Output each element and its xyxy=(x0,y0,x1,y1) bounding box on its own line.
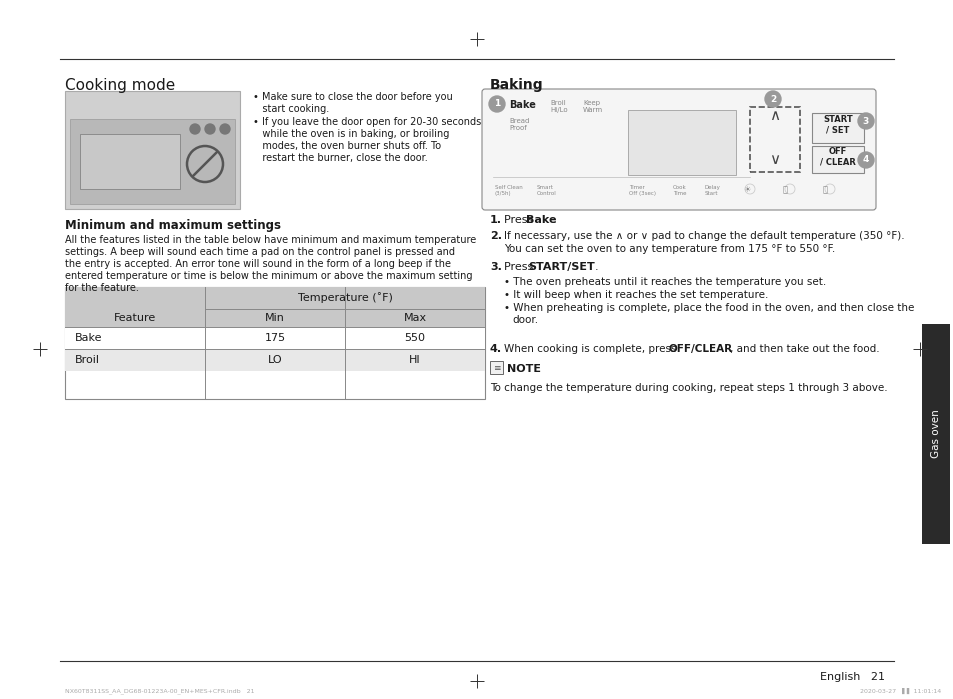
Text: START
/ SET: START / SET xyxy=(822,115,852,135)
Text: 1: 1 xyxy=(494,99,499,108)
Text: 🔒: 🔒 xyxy=(822,185,827,194)
Text: Timer
Off (3sec): Timer Off (3sec) xyxy=(628,185,656,196)
Text: the entry is accepted. An error tone will sound in the form of a long beep if th: the entry is accepted. An error tone wil… xyxy=(65,259,451,269)
Text: restart the burner, close the door.: restart the burner, close the door. xyxy=(253,153,427,163)
Text: entered temperature or time is below the minimum or above the maximum setting: entered temperature or time is below the… xyxy=(65,271,472,281)
Text: Min: Min xyxy=(265,313,285,323)
Text: • It will beep when it reaches the set temperature.: • It will beep when it reaches the set t… xyxy=(503,290,767,300)
Text: Press: Press xyxy=(503,262,537,272)
Circle shape xyxy=(857,113,873,129)
Text: 3.: 3. xyxy=(490,262,501,272)
Text: To change the temperature during cooking, repeat steps 1 through 3 above.: To change the temperature during cooking… xyxy=(490,383,886,393)
Text: Cooking mode: Cooking mode xyxy=(65,78,175,93)
Bar xyxy=(65,91,240,209)
Text: Bread
Proof: Bread Proof xyxy=(509,118,529,131)
Text: ∨: ∨ xyxy=(769,152,780,168)
Text: start cooking.: start cooking. xyxy=(253,104,329,114)
Bar xyxy=(65,327,484,349)
Circle shape xyxy=(489,96,504,112)
FancyBboxPatch shape xyxy=(481,89,875,210)
Circle shape xyxy=(764,91,781,107)
Text: 2: 2 xyxy=(769,94,776,103)
Text: Broil: Broil xyxy=(75,355,100,365)
Bar xyxy=(70,119,234,204)
Text: Bake: Bake xyxy=(75,333,102,343)
Text: OFF/CLEAR: OFF/CLEAR xyxy=(668,344,732,354)
Bar xyxy=(921,324,949,544)
Text: 550: 550 xyxy=(404,333,425,343)
Text: If necessary, use the ∧ or ∨ pad to change the default temperature (350 °F).: If necessary, use the ∧ or ∨ pad to chan… xyxy=(503,231,903,241)
Text: Smart
Control: Smart Control xyxy=(537,185,557,196)
Text: Broil
Hi/Lo: Broil Hi/Lo xyxy=(550,100,567,113)
Bar xyxy=(205,287,484,309)
Text: You can set the oven to any temperature from 175 °F to 550 °F.: You can set the oven to any temperature … xyxy=(503,244,835,254)
Bar xyxy=(490,361,502,374)
Text: Cook
Time: Cook Time xyxy=(672,185,686,196)
Text: Bake: Bake xyxy=(525,215,556,225)
Text: NOTE: NOTE xyxy=(506,364,540,374)
Text: .: . xyxy=(595,262,598,272)
Text: Minimum and maximum settings: Minimum and maximum settings xyxy=(65,219,281,232)
Text: ∧: ∧ xyxy=(769,108,780,122)
Text: door.: door. xyxy=(512,315,537,325)
Bar xyxy=(205,309,484,327)
Text: Delay
Start: Delay Start xyxy=(704,185,720,196)
Text: Feature: Feature xyxy=(113,313,156,323)
Circle shape xyxy=(190,124,200,134)
Text: OFF
/ CLEAR: OFF / CLEAR xyxy=(820,147,855,166)
Text: Max: Max xyxy=(403,313,426,323)
Circle shape xyxy=(205,124,214,134)
Bar xyxy=(65,287,205,327)
Text: Bake: Bake xyxy=(509,100,536,110)
Bar xyxy=(627,110,735,175)
Text: 2.: 2. xyxy=(490,231,501,241)
Circle shape xyxy=(220,124,230,134)
Text: START/SET: START/SET xyxy=(527,262,594,272)
Text: • When preheating is complete, place the food in the oven, and then close the: • When preheating is complete, place the… xyxy=(503,303,913,313)
Circle shape xyxy=(857,152,873,168)
Bar xyxy=(80,134,180,189)
Text: HI: HI xyxy=(409,355,420,365)
Text: modes, the oven burner shuts off. To: modes, the oven burner shuts off. To xyxy=(253,141,440,151)
Text: 4.: 4. xyxy=(490,344,501,354)
Text: When cooking is complete, press: When cooking is complete, press xyxy=(503,344,679,354)
Text: 1.: 1. xyxy=(490,215,501,225)
Text: ⏰: ⏰ xyxy=(782,185,787,194)
Bar xyxy=(749,107,800,172)
Text: 4: 4 xyxy=(862,155,868,164)
Text: 175: 175 xyxy=(264,333,285,343)
Text: Gas oven: Gas oven xyxy=(930,410,940,459)
Text: Baking: Baking xyxy=(490,78,543,92)
Text: LO: LO xyxy=(268,355,282,365)
Text: 2020-03-27   ▌▌ 11:01:14: 2020-03-27 ▌▌ 11:01:14 xyxy=(859,688,941,694)
Text: All the features listed in the table below have minimum and maximum temperature: All the features listed in the table bel… xyxy=(65,235,476,245)
Text: Press: Press xyxy=(503,215,537,225)
Bar xyxy=(65,349,484,371)
Text: Self Clean
(3/5h): Self Clean (3/5h) xyxy=(495,185,522,196)
Text: • Make sure to close the door before you: • Make sure to close the door before you xyxy=(253,92,453,102)
Text: • If you leave the door open for 20-30 seconds: • If you leave the door open for 20-30 s… xyxy=(253,117,480,127)
FancyBboxPatch shape xyxy=(811,113,863,143)
Text: 3: 3 xyxy=(862,117,868,126)
Text: ≡: ≡ xyxy=(493,363,499,373)
Text: NX60T8311SS_AA_DG68-01223A-00_EN+MES+CFR.indb   21: NX60T8311SS_AA_DG68-01223A-00_EN+MES+CFR… xyxy=(65,688,254,694)
Text: Keep
Warm: Keep Warm xyxy=(582,100,602,113)
Text: ☀: ☀ xyxy=(742,185,750,194)
Text: .: . xyxy=(553,215,556,225)
Text: settings. A beep will sound each time a pad on the control panel is pressed and: settings. A beep will sound each time a … xyxy=(65,247,455,257)
Text: while the oven is in baking, or broiling: while the oven is in baking, or broiling xyxy=(253,129,449,139)
Text: for the feature.: for the feature. xyxy=(65,283,139,293)
FancyBboxPatch shape xyxy=(811,146,863,173)
Text: Temperature (˚F): Temperature (˚F) xyxy=(297,293,392,303)
Text: , and then take out the food.: , and then take out the food. xyxy=(729,344,879,354)
Text: • The oven preheats until it reaches the temperature you set.: • The oven preheats until it reaches the… xyxy=(503,277,825,287)
Text: English   21: English 21 xyxy=(820,672,884,682)
Bar xyxy=(65,287,484,399)
